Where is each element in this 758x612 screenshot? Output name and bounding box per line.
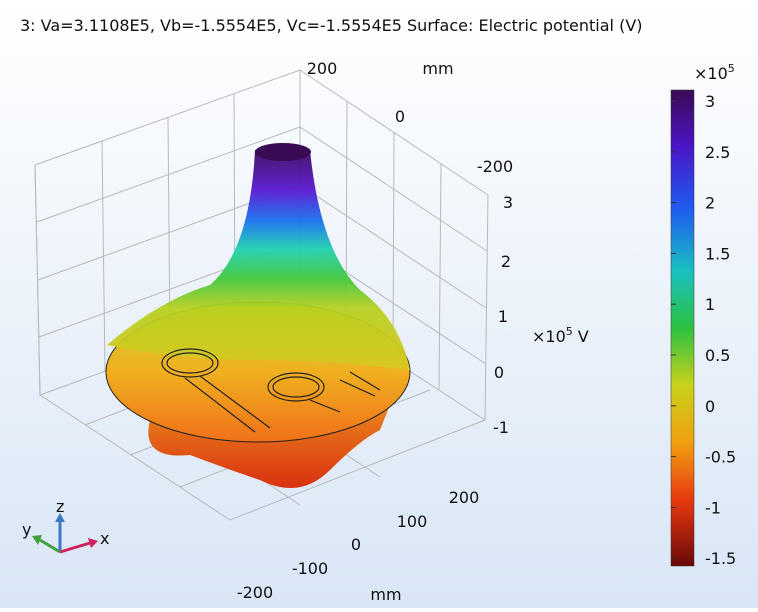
x-unit: mm	[370, 585, 401, 604]
x-tick-label: -200	[237, 583, 273, 602]
z-axis-label-exponent: 5	[566, 325, 573, 338]
colorbar-tick-label: 1.5	[705, 244, 730, 263]
z-tick-label: 0	[494, 363, 504, 382]
colorbar-tick-label: 2.5	[705, 143, 730, 162]
y-tick-label: 0	[395, 107, 405, 126]
colorbar-tick-label: 1	[705, 295, 715, 314]
z-axis-unit: V	[578, 327, 589, 346]
triad-z: z	[56, 497, 64, 516]
colorbar	[670, 89, 695, 567]
colorbar-tick-label: -0.5	[705, 448, 736, 467]
z-axis-label-base: ×10	[532, 327, 566, 346]
z-tick-label: -1	[493, 418, 509, 437]
x-tick-label: 0	[351, 535, 361, 554]
colorbar-tick-label: -1.5	[705, 549, 736, 568]
y-unit: mm	[422, 59, 453, 78]
y-tick-label: -200	[477, 157, 513, 176]
triad	[32, 513, 98, 554]
z-axis-label: ×105 V	[532, 325, 589, 346]
x-tick-label: -100	[292, 559, 328, 578]
y-tick-label: 200	[307, 59, 338, 78]
triad-x: x	[100, 529, 109, 548]
colorbar-tick-label: -1	[705, 498, 721, 517]
colorbar-tick-label: 0	[705, 397, 715, 416]
z-tick-label: 1	[498, 307, 508, 326]
colorbar-exponent: ×105	[694, 62, 735, 83]
z-tick-label: 2	[501, 252, 511, 271]
colorbar-tick-label: 2	[705, 194, 715, 213]
colorbar-tick-label: 3	[705, 92, 715, 111]
triad-y: y	[22, 520, 31, 539]
plot-title: 3: Va=3.1108E5, Vb=-1.5554E5, Vc=-1.5554…	[20, 16, 643, 35]
surface	[105, 143, 411, 488]
x-tick-label: 100	[397, 512, 428, 531]
x-tick-label: 200	[449, 488, 480, 507]
z-tick-label: 3	[503, 193, 513, 212]
colorbar-exponent-base: ×10	[694, 64, 728, 83]
colorbar-exponent-exponent: 5	[728, 62, 735, 75]
colorbar-tick-label: 0.5	[705, 346, 730, 365]
